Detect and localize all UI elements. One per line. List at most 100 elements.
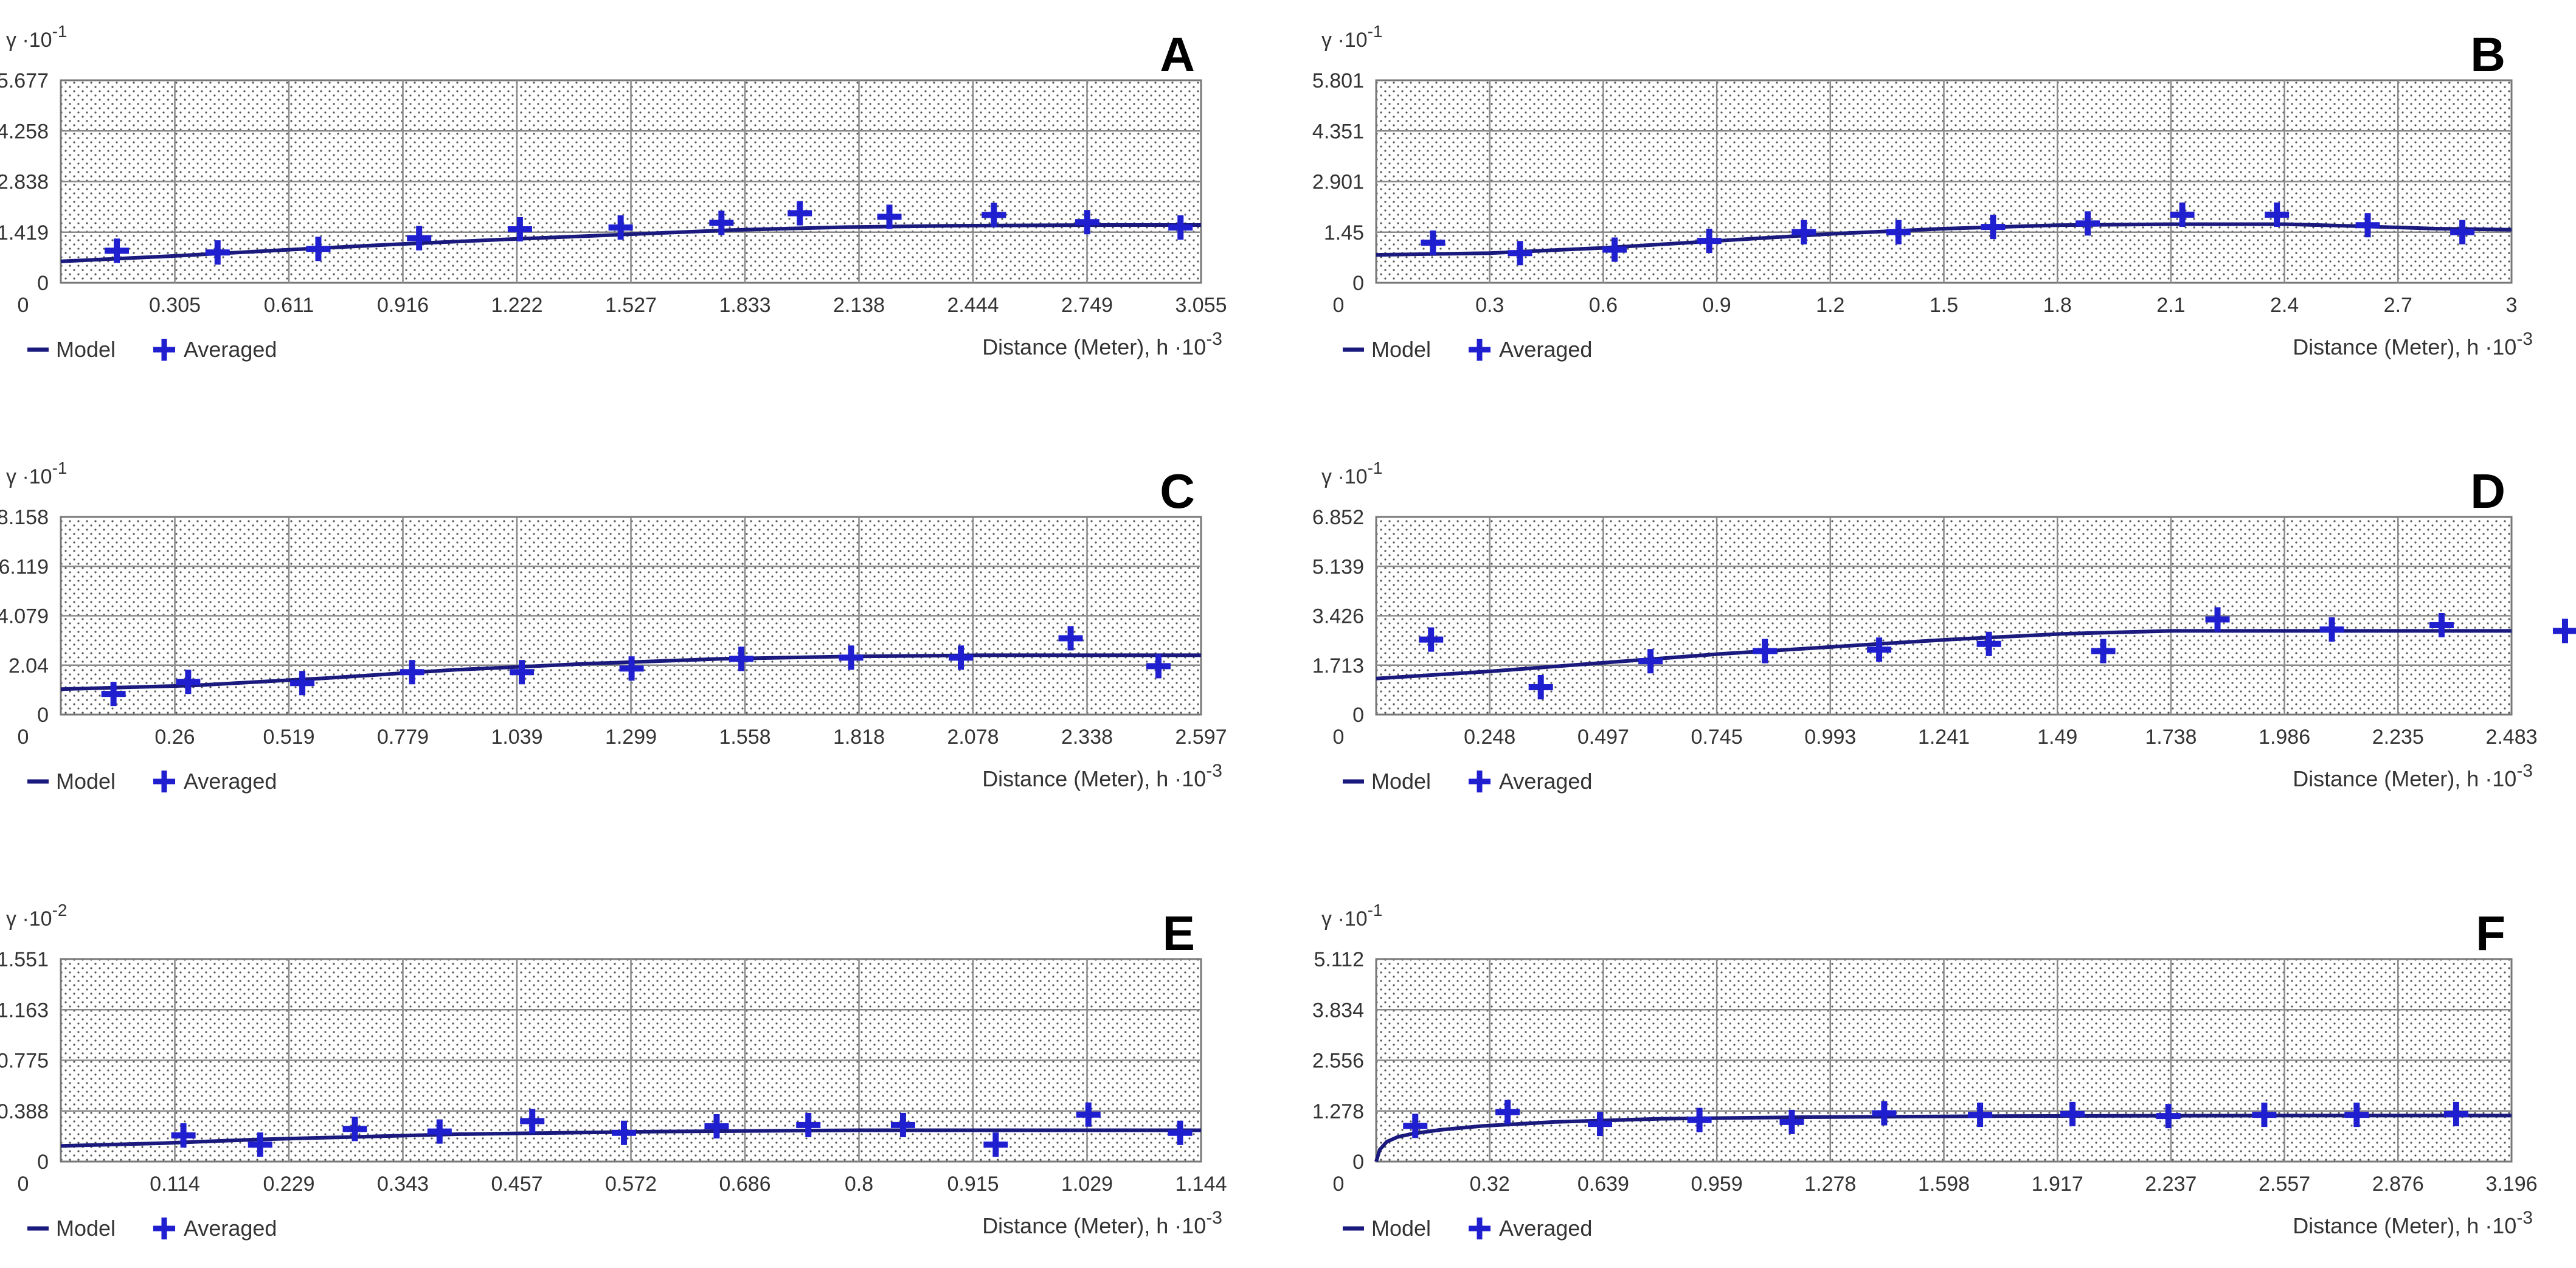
y-tick-label: 5.677: [0, 69, 49, 92]
averaged-point: [2429, 612, 2454, 637]
averaged-point: [342, 1117, 367, 1142]
panel-f: 0 1.278 2.556 3.834 5.112 0 0.32 0.639 0.959 1.27…: [1312, 901, 2538, 1241]
averaged-point: [709, 210, 734, 235]
averaged-point: [877, 204, 902, 229]
legend-averaged-marker: [153, 771, 175, 792]
x-tick-label: 0: [18, 726, 29, 749]
x-tick-label: 1.738: [2145, 726, 2197, 749]
averaged-point: [839, 645, 864, 670]
averaged-point: [982, 203, 1006, 227]
averaged-point: [1687, 1107, 1712, 1132]
x-tick-label: 1.241: [1918, 726, 1970, 749]
x-tick-label: 0.779: [377, 726, 429, 749]
x-tick-label: 0.6: [1589, 294, 1618, 317]
x-tick-label: 1.818: [833, 726, 885, 749]
averaged-point: [1168, 1120, 1193, 1145]
x-axis-exponent: -3: [2516, 1208, 2533, 1228]
x-tick-label: 2.597: [1175, 726, 1227, 749]
x-tick-label: 0.305: [149, 294, 201, 317]
averaged-point: [290, 671, 315, 696]
legend-model-label: Model: [56, 769, 116, 794]
averaged-point: [2091, 639, 2116, 663]
x-tick-label: 0.611: [264, 294, 314, 317]
y-tick-label: 2.901: [1312, 171, 1364, 194]
x-tick-label: 1.2: [1816, 294, 1844, 317]
legend-averaged-label: Averaged: [1499, 1216, 1592, 1241]
averaged-point: [248, 1132, 272, 1157]
legend-averaged-marker: [153, 339, 175, 361]
y-tick-label: 5.139: [1312, 555, 1364, 578]
legend-averaged-marker: [1469, 339, 1491, 361]
averaged-point: [1421, 230, 1446, 255]
x-tick-label: 2.138: [833, 294, 885, 317]
x-axis-label: Distance (Meter), h ·10-3: [982, 329, 1222, 359]
panel-title: D: [2470, 464, 2505, 518]
legend-model-label: Model: [56, 1216, 116, 1241]
averaged-point: [2344, 1103, 2369, 1128]
y-axis-label: γ ·10-1: [1321, 901, 1383, 930]
x-axis-exponent: -3: [2516, 761, 2533, 781]
x-tick-label: 1.039: [491, 726, 542, 749]
x-tick-label: 2.444: [947, 294, 999, 317]
x-tick-label: 0.497: [1577, 726, 1629, 749]
x-tick-label: 0.248: [1464, 726, 1515, 749]
x-tick-label: 1.49: [2037, 726, 2077, 749]
x-tick-label: 0.229: [263, 1173, 314, 1196]
averaged-point: [2443, 1101, 2468, 1126]
x-tick-label: 2.4: [2270, 294, 2299, 317]
x-axis-exponent: -3: [1206, 329, 1222, 349]
legend-averaged-marker: [1469, 1218, 1491, 1239]
averaged-point: [2170, 203, 2195, 227]
panel-e: 0 0.388 0.775 1.163 1.551 0 0.114 0.229 0.343 0.4…: [0, 901, 1227, 1241]
averaged-point: [105, 238, 130, 263]
averaged-point: [1403, 1114, 1428, 1138]
x-tick-label: 3: [2506, 294, 2518, 317]
averaged-point: [2319, 617, 2344, 642]
legend-model-label: Model: [56, 337, 116, 362]
averaged-point: [619, 656, 644, 681]
x-tick-label: 0.745: [1691, 726, 1743, 749]
x-tick-label: 1.917: [2032, 1173, 2083, 1196]
x-tick-label: 0.959: [1691, 1173, 1743, 1196]
y-tick-label: 0: [37, 704, 49, 727]
x-tick-label: 1.029: [1061, 1173, 1113, 1196]
x-axis-label: Distance (Meter), h ·10-3: [2293, 329, 2533, 359]
y-tick-label: 0.775: [0, 1050, 49, 1073]
x-axis-exponent: -3: [1206, 1208, 1222, 1228]
x-tick-label: 0.114: [150, 1173, 200, 1196]
y-axis-exponent: -2: [52, 901, 68, 920]
averaged-point: [1602, 237, 1627, 262]
averaged-point: [2252, 1103, 2277, 1128]
averaged-point: [890, 1112, 915, 1137]
x-tick-label: 1.8: [2043, 294, 2072, 317]
x-tick-label: 0.26: [154, 726, 195, 749]
averaged-point: [1168, 215, 1193, 240]
x-tick-label: 1.833: [719, 294, 770, 317]
legend-averaged-label: Averaged: [1499, 769, 1592, 794]
averaged-point: [1638, 649, 1663, 674]
y-tick-label: 3.834: [1312, 999, 1364, 1022]
averaged-point: [1076, 1102, 1101, 1127]
legend-averaged-marker: [153, 1218, 175, 1239]
averaged-point: [1872, 1101, 1897, 1126]
y-axis-exponent: -1: [52, 459, 68, 477]
legend-averaged-label: Averaged: [184, 337, 277, 362]
y-axis-exponent: -1: [1368, 459, 1383, 477]
x-tick-label: 0.572: [605, 1173, 657, 1196]
y-tick-label: 1.419: [0, 221, 49, 244]
x-tick-label: 0: [1333, 1173, 1345, 1196]
panel-title: E: [1163, 906, 1195, 960]
x-axis-exponent: -3: [1206, 761, 1222, 781]
averaged-point: [101, 682, 126, 707]
averaged-point: [788, 201, 812, 226]
averaged-point: [1495, 1100, 1520, 1124]
averaged-point: [796, 1112, 821, 1137]
x-axis-label: Distance (Meter), h ·10-3: [2293, 761, 2533, 791]
panel-c: 0 2.04 4.079 6.119 8.158 0 0.26 0.519 0.779 1.039…: [0, 459, 1227, 794]
x-tick-label: 2.235: [2372, 726, 2424, 749]
x-tick-label: 0: [18, 1173, 29, 1196]
y-tick-label: 1.713: [1312, 654, 1364, 677]
averaged-point: [2355, 213, 2380, 238]
averaged-point: [704, 1114, 729, 1139]
